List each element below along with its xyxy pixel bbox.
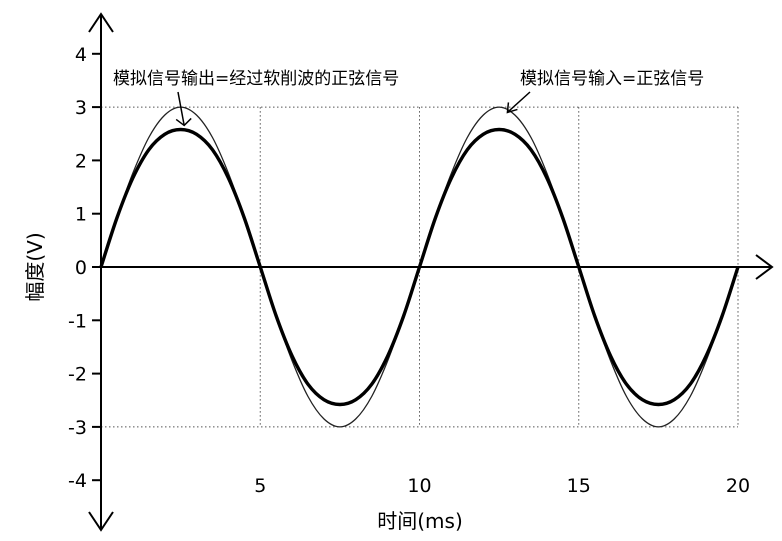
- y-tick-label: 2: [75, 150, 87, 172]
- x-tick-label: 20: [726, 475, 750, 497]
- annotation-input-label: 模拟信号输入=正弦信号: [520, 69, 704, 89]
- annotation-output-arrow: [177, 91, 185, 126]
- y-tick-label: 0: [75, 257, 87, 279]
- annotations: 模拟信号输出=经过软削波的正弦信号 模拟信号输入=正弦信号: [113, 69, 704, 127]
- y-tick-label: -2: [68, 364, 87, 386]
- x-axis-title: 时间(ms): [377, 509, 463, 533]
- y-tick-label: 4: [75, 44, 87, 66]
- annotation-output-label: 模拟信号输出=经过软削波的正弦信号: [113, 69, 399, 89]
- y-tick-label: 3: [75, 97, 87, 119]
- y-tick-label: 1: [75, 204, 87, 226]
- y-tick-label: -3: [68, 417, 87, 439]
- y-axis-arrow-down: [88, 511, 114, 532]
- y-axis-arrow-up: [88, 12, 114, 33]
- annotation-output-arrowhead: [175, 117, 192, 127]
- annotation-input-arrow: [506, 91, 531, 113]
- series-line-output: [99, 127, 740, 407]
- series-layer: [99, 106, 740, 428]
- x-tick-label: 10: [407, 475, 431, 497]
- grid: [101, 106, 739, 428]
- annotation-input-arrowhead: [506, 102, 518, 114]
- y-tick-label: -4: [68, 470, 87, 492]
- axes: [88, 12, 774, 532]
- x-tick-label: 5: [254, 475, 266, 497]
- x-tick-label: 15: [567, 475, 591, 497]
- y-axis-title: 幅度(V): [23, 232, 47, 301]
- y-tick-label: -1: [68, 310, 87, 332]
- x-axis-arrow: [755, 254, 774, 280]
